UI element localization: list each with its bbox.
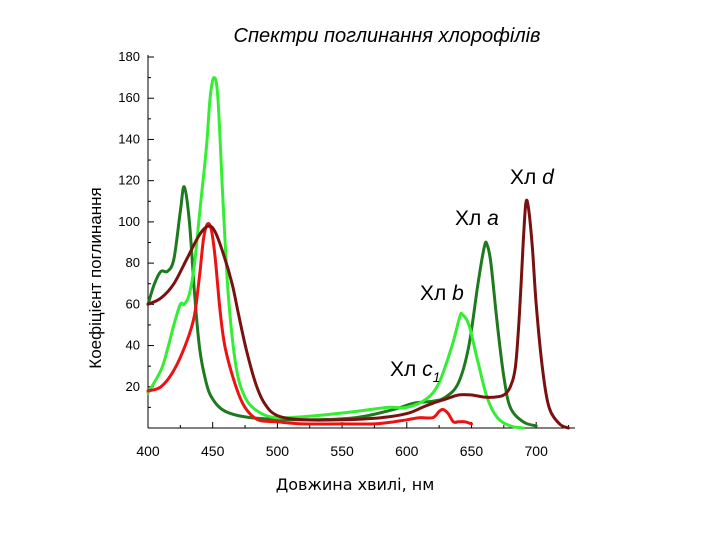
annotation-prefix: Хл bbox=[390, 358, 422, 381]
chl-red-curve bbox=[146, 222, 473, 426]
y-tick-label: 160 bbox=[118, 90, 140, 105]
chl-c1-curve bbox=[146, 185, 538, 428]
annotation-chl-b: Хл b bbox=[420, 282, 464, 305]
axes bbox=[147, 55, 575, 429]
tick-labels: 20 40 60 80 100 120 140 160 180 400 450 500 550 600 65… bbox=[118, 49, 548, 459]
x-tick-label: 700 bbox=[525, 443, 549, 459]
chart-title: Спектри поглинання хлорофілів bbox=[234, 25, 541, 47]
x-tick-label: 500 bbox=[266, 443, 290, 459]
annotation-prefix: Хл bbox=[510, 166, 542, 189]
annotation-letter: d bbox=[542, 166, 555, 189]
x-tick-label: 400 bbox=[136, 443, 160, 459]
y-tick-label: 20 bbox=[126, 379, 140, 394]
x-tick-label: 550 bbox=[330, 443, 354, 459]
y-tick-label: 180 bbox=[118, 49, 140, 64]
annotation-subscript: 1 bbox=[433, 369, 441, 385]
y-tick-label: 140 bbox=[118, 131, 140, 146]
chl-b-curve bbox=[146, 76, 525, 430]
chl-d-curve bbox=[146, 198, 570, 430]
y-tick-label: 40 bbox=[126, 338, 140, 353]
annotation-chl-a: Хл a bbox=[455, 207, 499, 230]
y-axis-label: Коефіцієнт поглинання bbox=[86, 187, 105, 368]
y-tick-label: 100 bbox=[118, 214, 140, 229]
annotation-letter: a bbox=[487, 207, 499, 230]
annotation-prefix: Хл bbox=[455, 207, 487, 230]
annotation-letter: b bbox=[452, 282, 464, 305]
x-axis-label: Довжина хвилі, нм bbox=[276, 475, 435, 494]
annotation-prefix: Хл bbox=[420, 282, 452, 305]
annotation-chl-d: Хл d bbox=[510, 166, 555, 189]
spectra-curves bbox=[146, 76, 570, 430]
x-tick-label: 600 bbox=[395, 443, 419, 459]
annotation-chl-c1: Хл c1 bbox=[390, 358, 440, 385]
x-tick-label: 450 bbox=[201, 443, 225, 459]
curve-annotations: Хл dХл aХл bХл c1 bbox=[390, 166, 555, 385]
y-tick-label: 120 bbox=[118, 173, 140, 188]
y-tick-label: 80 bbox=[126, 255, 140, 270]
y-tick-label: 60 bbox=[126, 296, 140, 311]
annotation-letter: c bbox=[422, 358, 433, 381]
x-tick-label: 650 bbox=[460, 443, 484, 459]
